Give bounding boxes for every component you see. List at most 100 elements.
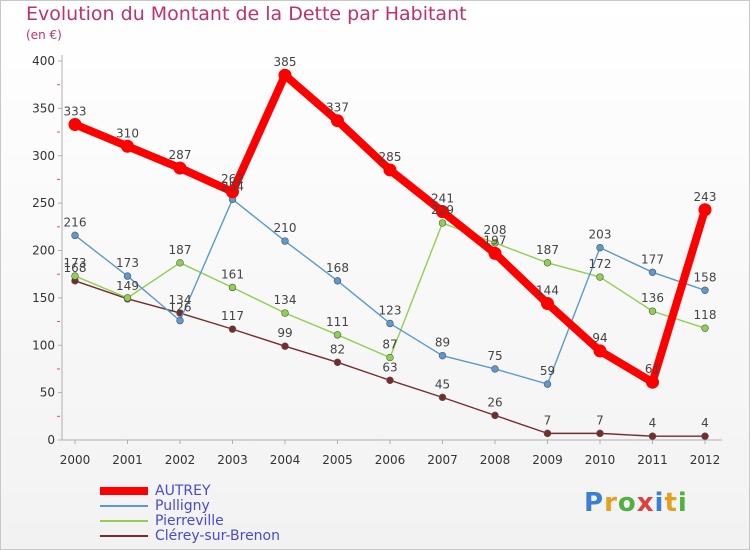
data-point-pulligny: [333, 277, 342, 285]
data-point-autrey: [646, 375, 659, 389]
data-label-pierreville: 208: [484, 223, 507, 237]
logo-letter: x: [636, 488, 655, 518]
y-tick-label: 0: [47, 433, 55, 447]
logo-letter: i: [654, 488, 665, 518]
logo-letter: o: [617, 488, 637, 518]
data-label-pulligny: 210: [274, 221, 297, 235]
data-point-pierreville: [596, 273, 604, 281]
x-tick-label: 2002: [165, 453, 196, 467]
data-label-cl-rey-sur-brenon: 168: [64, 261, 87, 275]
data-label-pulligny: 126: [169, 301, 192, 315]
data-label-cl-rey-sur-brenon: 63: [382, 360, 397, 374]
x-tick-label: 2000: [60, 453, 91, 467]
x-tick-label: 2008: [480, 453, 511, 467]
data-point-pierreville: [71, 272, 79, 280]
data-point-autrey: [278, 68, 292, 82]
data-label-cl-rey-sur-brenon: 99: [277, 326, 292, 340]
data-label-autrey: 333: [64, 104, 87, 118]
data-label-cl-rey-sur-brenon: 7: [544, 413, 552, 427]
data-label-pulligny: 216: [64, 215, 87, 229]
data-point-pulligny: [596, 243, 604, 252]
data-label-pulligny: 75: [487, 349, 502, 363]
data-point-autrey: [226, 185, 239, 199]
chart-title: Evolution du Montant de la Dette par Hab…: [26, 3, 467, 25]
x-tick-label: 2009: [532, 453, 563, 467]
data-label-pierreville: 136: [641, 291, 664, 305]
data-label-autrey: 287: [169, 148, 192, 162]
data-point-pierreville: [491, 239, 499, 247]
x-tick-label: 2007: [427, 453, 458, 467]
data-point-pulligny: [491, 365, 499, 373]
x-tick-label: 2003: [217, 453, 248, 467]
data-label-pierreville: 173: [64, 256, 87, 270]
data-point-autrey: [541, 297, 554, 311]
data-label-autrey: 310: [116, 126, 139, 140]
data-point-autrey: [173, 161, 187, 175]
data-point-pulligny: [701, 286, 709, 294]
legend-label-pulligny: Pulligny: [155, 498, 210, 514]
data-point-autrey: [488, 246, 502, 260]
logo-letter: t: [664, 488, 678, 518]
data-label-autrey: 285: [379, 150, 402, 164]
data-label-cl-rey-sur-brenon: 4: [701, 416, 709, 430]
legend-swatch-pierreville: [100, 520, 148, 522]
data-point-pierreville: [701, 324, 709, 332]
data-point-autrey: [436, 205, 449, 219]
data-label-pierreville: 187: [169, 243, 192, 257]
data-point-autrey: [593, 344, 607, 358]
data-label-pulligny: 123: [379, 303, 402, 317]
data-label-pulligny: 203: [589, 228, 612, 242]
legend-swatch-cl-rey-sur-brenon: [100, 535, 148, 537]
data-point-cl-rey-sur-brenon: [491, 411, 499, 420]
data-point-autrey: [383, 163, 397, 177]
y-tick-label: 250: [32, 196, 55, 210]
x-tick-label: 2001: [112, 453, 143, 467]
proxiti-logo: Proxiti: [584, 488, 688, 518]
data-label-cl-rey-sur-brenon: 45: [435, 377, 450, 391]
data-point-autrey: [68, 117, 82, 131]
data-label-pulligny: 158: [694, 270, 717, 284]
legend-label-autrey: AUTREY: [155, 483, 211, 499]
data-point-pulligny: [543, 380, 552, 388]
legend-swatch-autrey: [100, 487, 148, 495]
data-label-pulligny: 173: [116, 256, 139, 270]
data-label-cl-rey-sur-brenon: 4: [649, 416, 657, 430]
y-tick-label: 50: [40, 386, 55, 400]
data-point-autrey: [121, 139, 134, 153]
data-label-autrey: 241: [431, 192, 454, 206]
y-tick-label: 150: [32, 291, 55, 305]
data-point-pierreville: [281, 309, 289, 317]
data-label-autrey: 243: [694, 190, 717, 204]
data-label-cl-rey-sur-brenon: 82: [330, 342, 345, 356]
data-point-pierreville: [176, 259, 184, 267]
x-tick-label: 2010: [585, 453, 616, 467]
data-point-pulligny: [386, 319, 394, 328]
data-point-pulligny: [71, 231, 79, 240]
x-tick-label: 2011: [637, 453, 668, 467]
data-label-pierreville: 187: [536, 243, 559, 257]
data-label-autrey: 337: [326, 101, 349, 115]
data-point-cl-rey-sur-brenon: [438, 393, 447, 402]
data-point-autrey: [698, 203, 712, 217]
data-point-cl-rey-sur-brenon: [333, 358, 342, 367]
data-label-cl-rey-sur-brenon: 134: [169, 293, 192, 307]
data-point-pulligny: [648, 268, 657, 276]
logo-letter: i: [677, 488, 688, 518]
logo-letter: r: [604, 488, 618, 518]
data-label-autrey: 197: [484, 233, 507, 247]
data-point-cl-rey-sur-brenon: [648, 432, 657, 440]
data-point-cl-rey-sur-brenon: [701, 432, 709, 440]
legend-label-cl-rey-sur-brenon: Clérey-sur-Brenon: [155, 528, 280, 544]
data-label-pierreville: 118: [694, 308, 717, 322]
data-point-pierreville: [228, 283, 237, 292]
data-point-pulligny: [123, 272, 132, 280]
data-label-cl-rey-sur-brenon: 26: [487, 395, 502, 409]
y-tick-label: 400: [32, 54, 55, 68]
legend-label-pierreville: Pierreville: [155, 513, 224, 529]
y-tick-label: 350: [32, 101, 55, 115]
data-point-pulligny: [281, 237, 289, 245]
data-label-pierreville: 229: [431, 203, 454, 217]
data-label-autrey: 385: [274, 55, 297, 69]
y-tick-label: 300: [32, 149, 55, 163]
